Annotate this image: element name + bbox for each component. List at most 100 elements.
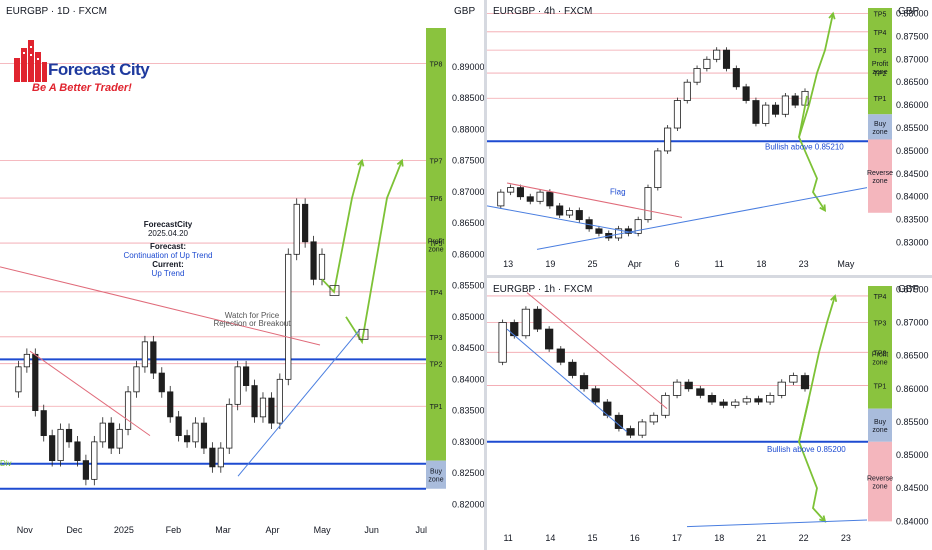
price-tick-label: 0.84500 (452, 343, 484, 353)
h1-chart-panel[interactable]: Profit zone Buy zone Reverse zone TP4 TP3 TP2 TP1… (487, 278, 932, 550)
price-tick-label: 0.86000 (452, 249, 484, 259)
price-tick-label: 0.82000 (452, 499, 484, 509)
currency-label: GBP (898, 284, 919, 295)
candle-body (82, 460, 89, 480)
time-tick-label: Apr (266, 525, 280, 535)
candle-body (684, 381, 693, 390)
candle-body (661, 394, 670, 416)
daily-chart[interactable]: Profit zone Buy zone TP8 TP7 TP6 TP5 TP4 TP3 TP2 TP… (0, 0, 484, 550)
zone-label: Profit zone (428, 238, 444, 253)
time-tick-label: Feb (166, 525, 182, 535)
price-tick-label: 0.84000 (896, 516, 929, 526)
price-tick-label: 0.85000 (896, 146, 929, 156)
zone-bar (868, 114, 892, 140)
candle-body (672, 381, 682, 396)
time-tick-label: May (314, 525, 332, 535)
candle-body (800, 375, 810, 390)
target-level-label: TP8 (430, 62, 443, 69)
time-tick-label: May (837, 259, 855, 269)
price-tick-label: 0.88000 (896, 8, 929, 18)
candle-body (259, 397, 267, 418)
candle-body (91, 441, 98, 480)
candle-body (719, 401, 728, 406)
candle-body (579, 375, 589, 390)
h4-chart[interactable]: Profit zone Buy zone Reverse zone TP5 TP4 TP3 TP2… (487, 0, 932, 275)
price-tick-label: 0.85000 (452, 312, 484, 322)
price-tick-label: 0.87500 (452, 156, 484, 166)
city-skyline-icon (14, 40, 47, 82)
target-level-label: TP2 (874, 71, 887, 78)
candle-body (302, 203, 309, 243)
candle-body (762, 104, 770, 124)
candle-body (192, 422, 199, 443)
zone-bar (426, 28, 446, 461)
candle-body (497, 191, 505, 207)
candle-body (498, 322, 507, 363)
candle-body (124, 391, 132, 430)
candle-body (556, 348, 565, 363)
downtrend-line (0, 266, 321, 346)
candle-body (673, 100, 681, 129)
uptrend-line (536, 187, 868, 250)
h4-chart-panel[interactable]: Profit zone Buy zone Reverse zone TP5 TP4 TP3 TP2… (487, 0, 932, 275)
time-tick-label: 15 (588, 533, 598, 543)
candle-body (251, 385, 258, 418)
price-tick-label: 0.83000 (452, 437, 484, 447)
target-level-label: TP5 (430, 241, 443, 248)
downtrend-line-short (29, 350, 151, 437)
time-tick-label: 6 (674, 259, 679, 269)
forecast-arrow-path (798, 398, 826, 522)
price-tick-label: 0.85500 (896, 123, 929, 133)
zone-bar (868, 139, 892, 213)
current-value: Up Trend (152, 269, 185, 278)
candle-body (15, 366, 22, 393)
candle-body (108, 422, 115, 449)
divergence-label: Div (0, 459, 12, 468)
zone-bar (868, 286, 892, 409)
price-tick-label: 0.83500 (452, 406, 484, 416)
time-tick-label: 18 (756, 259, 766, 269)
panel-divider-vertical (484, 0, 487, 550)
price-tick-label: 0.87000 (896, 317, 929, 327)
price-tick-label: 0.87500 (896, 284, 929, 294)
candle-body (634, 219, 642, 234)
h1-chart[interactable]: Profit zone Buy zone Reverse zone TP4 TP3 TP2 TP1… (487, 278, 932, 550)
candle-body (200, 422, 208, 449)
watch-note-line1: Watch for Price (225, 311, 280, 320)
zone-bar (426, 460, 446, 489)
price-tick-label: 0.88000 (452, 124, 484, 134)
zone-label: Buy zone (872, 419, 887, 434)
bullish-label: Bullish above 0.85210 (765, 142, 844, 151)
candle-body (49, 435, 56, 462)
candle-body (703, 58, 711, 69)
candle-body (167, 391, 174, 418)
candle-body (777, 381, 786, 396)
candle-body (556, 205, 564, 216)
watch-box (358, 328, 369, 340)
price-tick-label: 0.85500 (452, 281, 484, 291)
logo-brand-text: Forecast City (48, 60, 150, 79)
price-tick-label: 0.86000 (896, 384, 929, 394)
candle-body (765, 394, 775, 403)
candle-body (595, 228, 603, 234)
daily-chart-panel[interactable]: Profit zone Buy zone TP8 TP7 TP6 TP5 TP4 TP3 TP2 TP… (0, 0, 484, 550)
time-tick-label: Nov (17, 525, 34, 535)
candle-body (65, 428, 73, 443)
time-tick-label: 17 (672, 533, 682, 543)
candle-body (533, 308, 542, 330)
candle-body (234, 366, 241, 405)
candle-body (40, 410, 47, 437)
candle-body (285, 253, 292, 380)
price-tick-label: 0.82500 (452, 468, 484, 478)
candle-body (175, 416, 182, 437)
candle-body (654, 150, 662, 188)
price-tick-label: 0.89000 (452, 62, 484, 72)
time-tick-label: Jun (364, 525, 379, 535)
candle-body (23, 353, 30, 368)
price-tick-label: 0.87500 (896, 31, 929, 41)
time-tick-label: Jul (415, 525, 427, 535)
flag-label: Flag (610, 187, 626, 196)
time-tick-label: 21 (756, 533, 766, 543)
candle-body (752, 100, 760, 124)
time-tick-label: 2025 (114, 525, 134, 535)
